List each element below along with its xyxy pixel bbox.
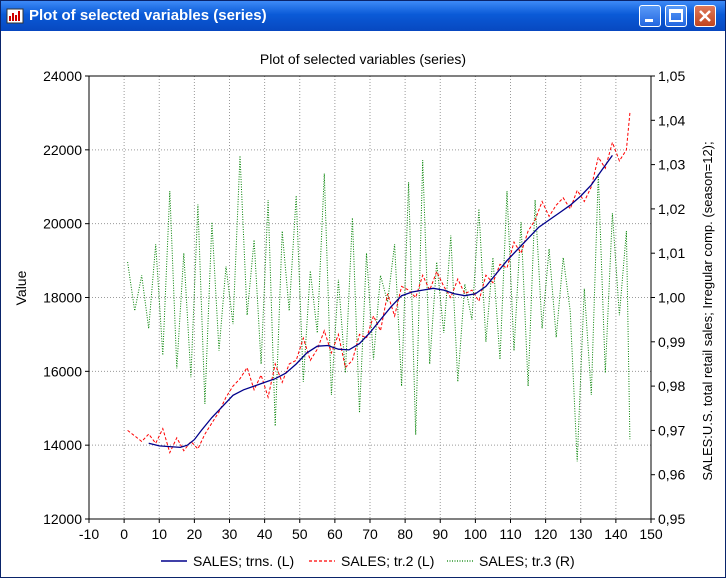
grid-lines: [89, 76, 651, 519]
maximize-button[interactable]: [665, 5, 687, 27]
x-tick-label: 140: [604, 526, 628, 542]
x-tick-label: 110: [499, 526, 522, 542]
chart-title: Plot of selected variables (series): [260, 51, 466, 67]
plot-icon[interactable]: [6, 7, 24, 25]
x-tick-label: 0: [120, 526, 128, 542]
x-tick-label: 150: [639, 526, 663, 542]
x-tick-label: 90: [432, 526, 448, 542]
y-right-tick-label: 0,97: [658, 422, 685, 438]
y-tick-label: 14000: [43, 437, 82, 453]
x-tick-label: 60: [327, 526, 343, 542]
window-title: Plot of selected variables (series): [29, 7, 267, 24]
y-right-tick-label: 1,03: [658, 157, 685, 173]
y-axis-label-right: SALES:U.S. total retail sales; Irregular…: [700, 141, 715, 480]
chart-area: -10 0 10 20 30 40 50 60 70 80 90 100 110 120 130 140 150…: [1, 31, 725, 577]
series-lines: [127, 112, 631, 462]
y-right-tick-label: 1,01: [658, 245, 685, 261]
legend: SALES; trns. (L) SALES; tr.2 (L) SALES; tr…: [161, 553, 575, 569]
x-tick-label: 20: [187, 526, 203, 542]
y-right-tick-label: 0,95: [658, 511, 685, 527]
series-line-1: [148, 155, 613, 449]
close-icon: [699, 10, 711, 22]
x-tick-label: 10: [151, 526, 167, 542]
x-tick-label: 130: [569, 526, 593, 542]
close-button[interactable]: [694, 5, 716, 27]
y-tick-label: 22000: [43, 142, 82, 158]
y-tick-label: 20000: [43, 216, 82, 232]
x-tick-label: 120: [534, 526, 558, 542]
x-tick-label: -10: [79, 526, 99, 542]
series-line-3: [127, 155, 631, 462]
y-right-tick-label: 0,96: [658, 467, 685, 483]
y-right-tick-label: 0,99: [658, 334, 685, 350]
axis-ticks: -10 0 10 20 30 40 50 60 70 80 90 100 110 120 130 140 150…: [43, 68, 685, 542]
y-right-tick-label: 1,04: [658, 112, 685, 128]
y-tick-label: 24000: [43, 68, 82, 84]
series-line-2: [127, 112, 631, 455]
maximize-icon: [669, 9, 683, 22]
minimize-icon: [645, 19, 653, 22]
y-tick-label: 16000: [43, 363, 82, 379]
y-right-tick-label: 1,02: [658, 201, 685, 217]
x-tick-label: 80: [397, 526, 413, 542]
x-tick-label: 50: [292, 526, 308, 542]
x-tick-label: 100: [464, 526, 488, 542]
y-right-tick-label: 0,98: [658, 378, 685, 394]
legend-label-2: SALES; tr.2 (L): [341, 553, 434, 569]
legend-label-1: SALES; trns. (L): [193, 553, 294, 569]
x-tick-label: 30: [222, 526, 238, 542]
y-right-tick-label: 1,05: [658, 68, 685, 84]
title-bar[interactable]: Plot of selected variables (series): [1, 1, 725, 31]
x-tick-label: 40: [257, 526, 273, 542]
legend-label-3: SALES; tr.3 (R): [479, 553, 575, 569]
y-tick-label: 12000: [43, 511, 82, 527]
x-tick-label: 70: [362, 526, 378, 542]
y-axis-label: Value: [13, 270, 29, 305]
line-chart: -10 0 10 20 30 40 50 60 70 80 90 100 110 120 130 140 150…: [13, 51, 715, 569]
y-tick-label: 18000: [43, 290, 82, 306]
minimize-button[interactable]: [639, 5, 661, 27]
y-right-tick-label: 1,00: [658, 290, 685, 306]
